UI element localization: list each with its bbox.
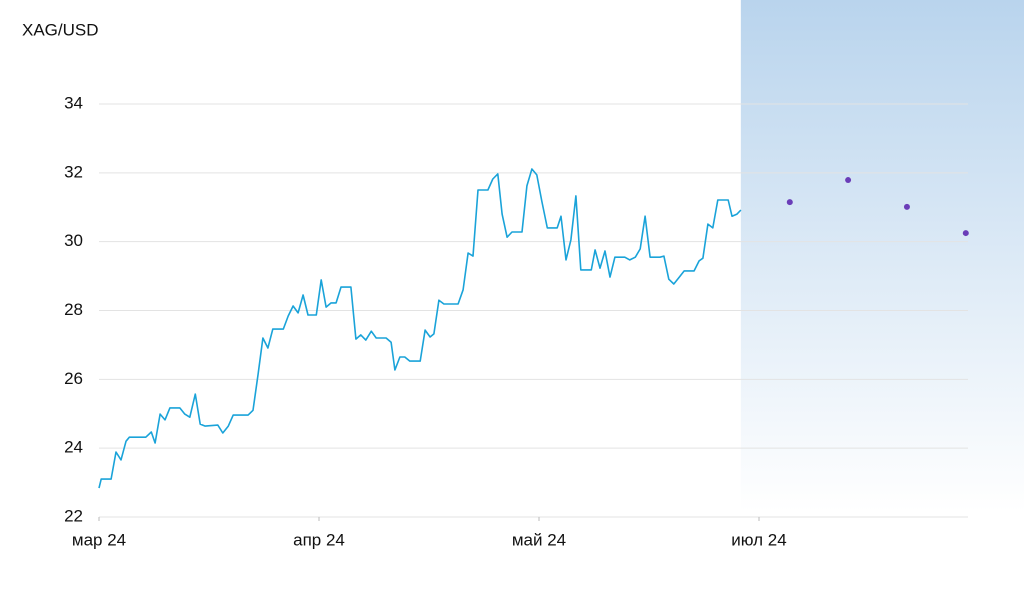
x-tick-label: мар 24 [72, 530, 126, 549]
x-tick-label: май 24 [512, 530, 566, 549]
x-tick-label: апр 24 [293, 530, 345, 549]
y-tick-label: 22 [64, 506, 83, 525]
forecast-point [962, 230, 969, 237]
forecast-point [786, 199, 793, 206]
y-tick-label: 26 [64, 369, 83, 388]
forecast-region [740, 0, 1024, 512]
forecast-point [903, 203, 910, 210]
y-tick-label: 32 [64, 162, 83, 181]
y-tick-label: 24 [64, 438, 83, 457]
forecast-point [845, 177, 852, 184]
chart-title: XAG/USD [22, 20, 99, 39]
price-line [98, 168, 742, 489]
y-tick-label: 34 [64, 93, 83, 112]
x-tick-label: июл 24 [731, 530, 786, 549]
y-tick-label: 28 [64, 300, 83, 319]
y-tick-label: 30 [64, 231, 83, 250]
background [740, 0, 1024, 512]
